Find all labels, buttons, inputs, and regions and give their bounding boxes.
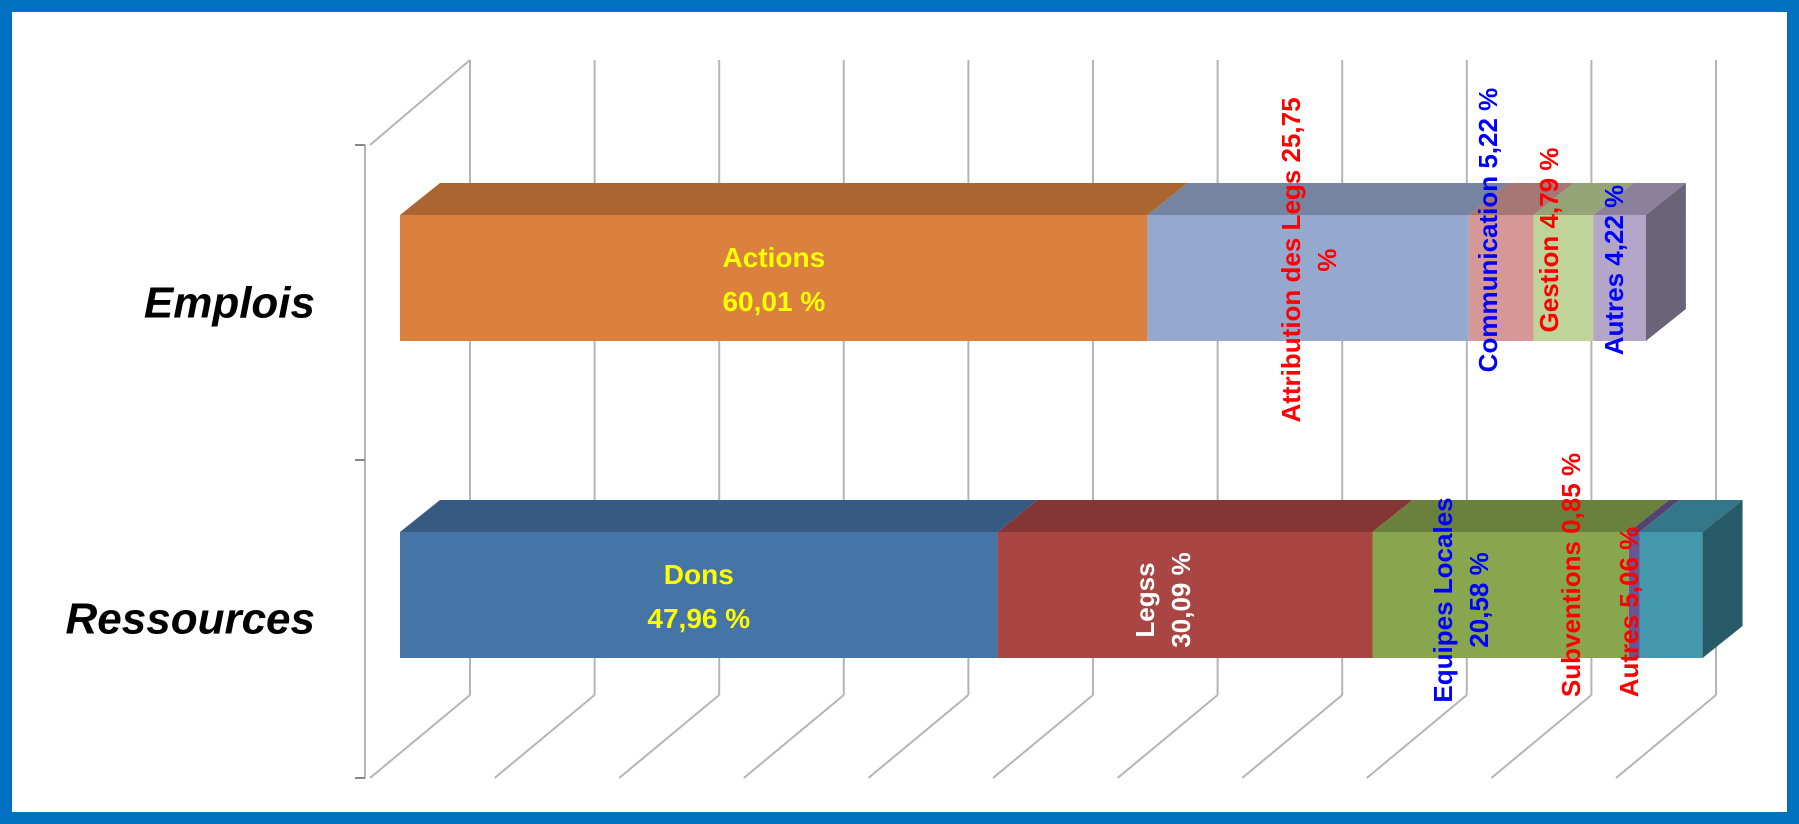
ceiling-gridline <box>369 59 471 146</box>
data-value-emplois-attribution-des-legs: % <box>1312 248 1342 271</box>
floor-gridline <box>369 694 471 779</box>
floor-gridline <box>992 694 1094 779</box>
floor-gridline <box>1241 694 1343 779</box>
bar-ressources-equipes-locales <box>1372 532 1629 658</box>
data-label-group-emplois-communication: Communication 5,22 % <box>1473 88 1503 373</box>
data-label-emplois-communication: Communication 5,22 % <box>1473 88 1503 373</box>
data-labels: Actions 60,01 % Attribution des Legs 25,75… <box>647 88 1644 703</box>
data-label-emplois-autres: Autres 4,22 % <box>1599 185 1629 356</box>
data-label-group-emplois-gestion: Gestion 4,79 % <box>1534 148 1564 333</box>
bars <box>400 183 1743 658</box>
floor-gridline <box>618 694 720 779</box>
bar-ressources-legss <box>997 532 1373 658</box>
data-label-emplois-gestion: Gestion 4,79 % <box>1534 148 1564 333</box>
data-label-group-emplois-autres: Autres 4,22 % <box>1599 185 1629 356</box>
bar-emplois-gestion <box>1533 215 1594 341</box>
data-label-emplois-attribution-des-legs: Attribution des Legs 25,75 <box>1276 97 1306 422</box>
data-label-group-ressources-equipes-locales: Equipes Locales 20,58 % <box>1428 497 1494 702</box>
floor-gridline <box>493 694 596 779</box>
data-value-ressources-dons: 47,96 % <box>647 603 750 634</box>
bar-top-ressources-dons <box>400 500 1038 532</box>
bar-top-emplois-actions <box>400 183 1188 215</box>
bar-top-ressources-legss <box>997 500 1413 532</box>
bar-emplois-autres <box>1593 215 1646 341</box>
floor-gridline <box>1116 694 1219 779</box>
floor-gridline <box>1366 694 1468 779</box>
bar-ressources-dons <box>400 532 998 658</box>
category-label-emplois: Emplois <box>144 279 315 328</box>
bar-top-ressources-subventions <box>1628 500 1680 532</box>
data-label-group-ressources-legss: Legss 30,09 % <box>1130 552 1196 647</box>
floor-gridline <box>743 694 845 779</box>
data-label-ressources-dons: Dons <box>664 559 734 590</box>
bar-side-ressources-autres <box>1702 500 1743 658</box>
floor-gridline <box>867 694 970 779</box>
bar-ressources-subventions <box>1628 532 1640 658</box>
data-label-emplois-actions: Actions <box>723 242 826 273</box>
floor-gridline <box>1615 694 1717 779</box>
bar-ressources-autres <box>1639 532 1703 658</box>
data-value-ressources-legss: 30,09 % <box>1166 552 1196 647</box>
data-label-ressources-subventions: Subventions 0,85 % <box>1556 453 1586 697</box>
data-label-group-emplois-attribution-des-legs: Attribution des Legs 25,75% <box>1276 97 1342 422</box>
category-label-ressources: Ressources <box>66 595 315 644</box>
bar-emplois-actions <box>400 215 1148 341</box>
data-value-ressources-equipes-locales: 20,58 % <box>1464 552 1494 647</box>
bar-top-ressources-equipes-locales <box>1372 500 1669 532</box>
bar-top-emplois-communication <box>1468 183 1574 215</box>
data-label-group-ressources-autres: Autres 5,06 % <box>1614 527 1644 698</box>
data-label-ressources-equipes-locales: Equipes Locales <box>1428 497 1458 702</box>
bar-emplois-attribution-des-legs <box>1147 215 1469 341</box>
bar-side-emplois-autres <box>1645 183 1686 341</box>
data-label-group-ressources-subventions: Subventions 0,85 % <box>1556 453 1586 697</box>
value-axis <box>355 144 366 779</box>
data-label-ressources-legss: Legss <box>1130 562 1160 637</box>
data-label-ressources-autres: Autres 5,06 % <box>1614 527 1644 698</box>
bar-top-emplois-attribution-des-legs <box>1147 183 1509 215</box>
bar-top-emplois-gestion <box>1533 183 1634 215</box>
data-value-emplois-actions: 60,01 % <box>722 286 825 317</box>
bar-top-ressources-autres <box>1639 500 1743 532</box>
category-axis-labels: Emplois Ressources <box>66 279 315 644</box>
bar-top-emplois-autres <box>1593 183 1686 215</box>
floor-gridline <box>1490 694 1593 779</box>
bar-emplois-communication <box>1468 215 1534 341</box>
